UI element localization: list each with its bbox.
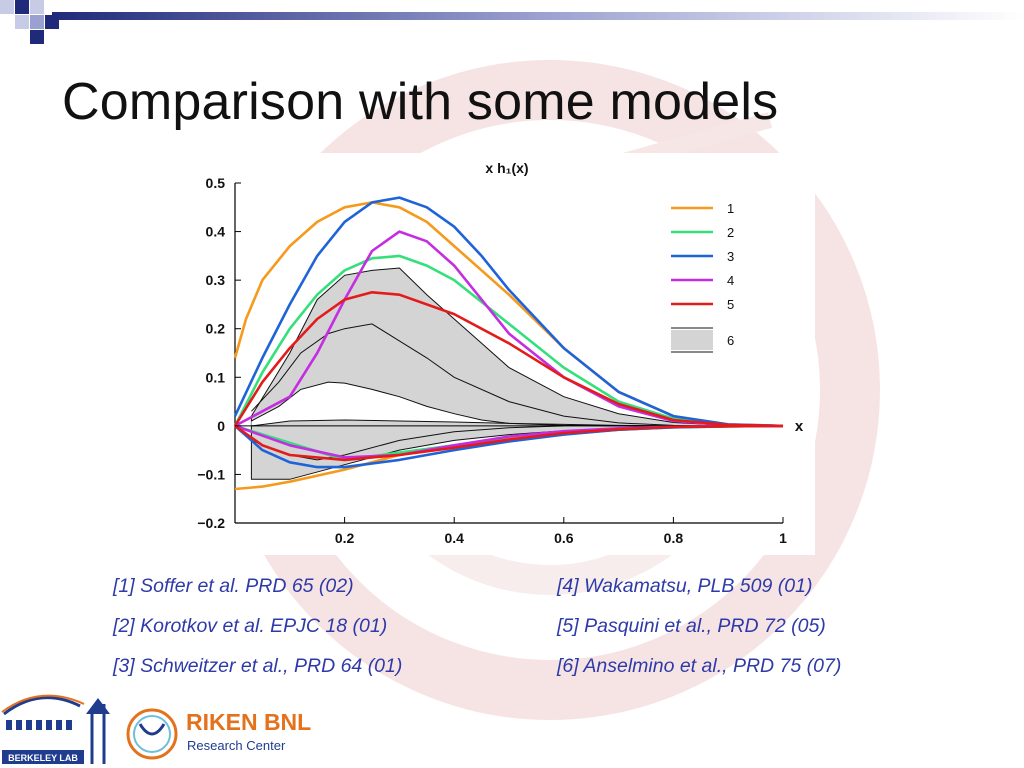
deco-square xyxy=(15,0,29,14)
y-tick-label: 0.5 xyxy=(206,175,226,191)
series-6-inner-line xyxy=(251,323,783,427)
y-tick-label: 0.1 xyxy=(206,369,226,385)
logos: BERKELEY LAB RIKEN BNL Research Center xyxy=(1,694,311,764)
x-tick-label: 0.4 xyxy=(444,530,464,546)
y-tick-label: 0.3 xyxy=(206,272,226,288)
chart: 0.5 0.4 0.3 0.2 0.1 0 −0.1 −0.2 0.2 0.4 0.6 0.8 1 x h… xyxy=(197,160,804,546)
legend-label: 4 xyxy=(727,273,734,288)
references-left: [1] Soffer et al. PRD 65 (02) [2] Korotk… xyxy=(113,572,402,692)
legend-label: 6 xyxy=(727,333,734,348)
series-2-upper-line xyxy=(233,254,784,428)
reference-item: [2] Korotkov et al. EPJC 18 (01) xyxy=(113,615,388,637)
series-3-upper-line xyxy=(233,196,784,428)
reference-item: [3] Schweitzer et al., PRD 64 (01) xyxy=(113,655,403,677)
x-tick-label: 0.8 xyxy=(664,530,684,546)
chart-title: x h₁(x) xyxy=(485,160,528,176)
reference-item: [6] Anselmino et al., PRD 75 (07) xyxy=(557,655,842,677)
riken-name: RIKEN BNL xyxy=(186,709,311,735)
deco-square xyxy=(15,15,29,29)
riken-logo: RIKEN BNL Research Center xyxy=(126,708,311,760)
y-tick-label: 0.4 xyxy=(206,224,226,240)
series-5-upper-line xyxy=(233,291,784,428)
x-tick-label: 0.2 xyxy=(335,530,355,546)
y-tick-label: −0.1 xyxy=(197,466,225,482)
deco-square xyxy=(30,30,44,44)
reference-item: [5] Pasquini et al., PRD 72 (05) xyxy=(557,615,826,637)
deco-square xyxy=(0,0,14,14)
x-axis-label: x xyxy=(795,418,804,435)
reference-item: [4] Wakamatsu, PLB 509 (01) xyxy=(557,575,813,597)
legend-label: 1 xyxy=(727,201,734,216)
header-decoration xyxy=(0,0,1024,44)
legend-label: 2 xyxy=(727,225,734,240)
legend-label: 3 xyxy=(727,249,734,264)
deco-square xyxy=(30,0,44,14)
deco-square xyxy=(30,15,44,29)
riken-subtitle: Research Center xyxy=(187,738,286,753)
reference-item: [1] Soffer et al. PRD 65 (02) xyxy=(113,575,354,597)
y-tick-label: −0.2 xyxy=(197,515,225,531)
legend-swatch-6 xyxy=(671,330,713,350)
deco-square xyxy=(45,15,59,29)
legend-label: 5 xyxy=(727,297,734,312)
chart-panel: 0.5 0.4 0.3 0.2 0.1 0 −0.1 −0.2 0.2 0.4 0.6 0.8 1 x h… xyxy=(187,153,815,555)
references-right: [4] Wakamatsu, PLB 509 (01) [5] Pasquini… xyxy=(557,572,841,692)
x-tick-label: 0.6 xyxy=(554,530,574,546)
berkeley-lab-label: BERKELEY LAB xyxy=(8,753,78,763)
berkeley-lab-logo: BERKELEY LAB xyxy=(1,694,110,764)
series-4-upper-line xyxy=(234,230,784,428)
y-tick-label: 0.2 xyxy=(206,321,226,337)
x-tick-label: 1 xyxy=(779,530,787,546)
slide-title: Comparison with some models xyxy=(62,73,779,131)
y-tick-label: 0 xyxy=(217,418,225,434)
series-5-lower-line xyxy=(234,424,784,462)
